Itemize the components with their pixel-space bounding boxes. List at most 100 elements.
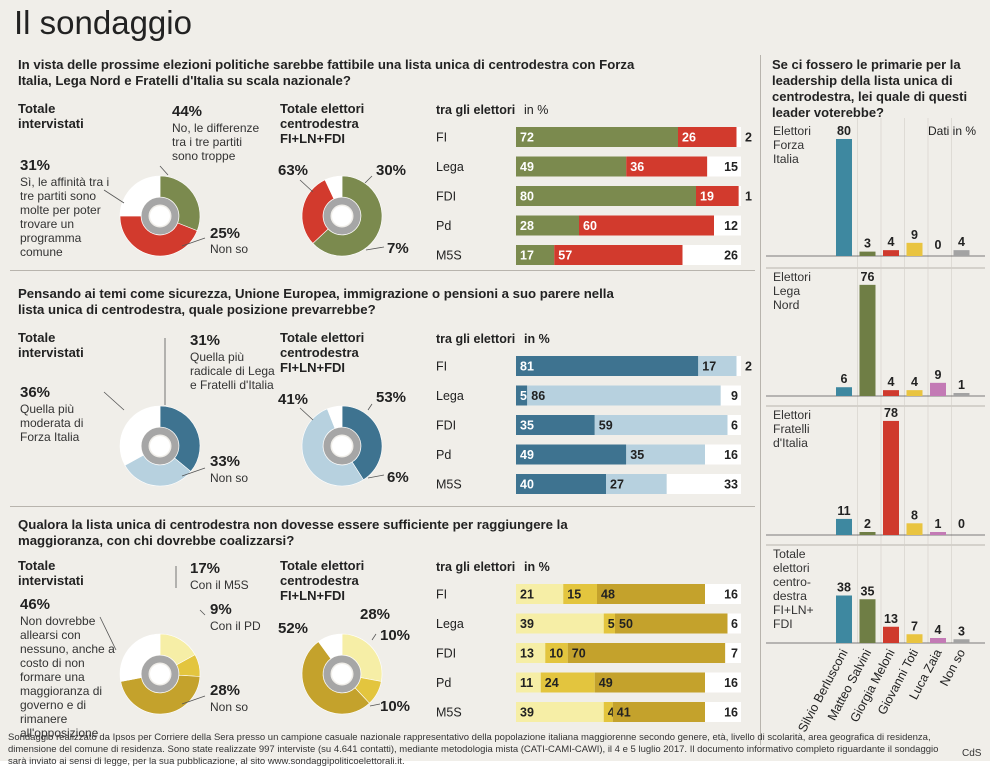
column-value-label: 4 (958, 235, 965, 249)
bar-segment (597, 584, 705, 604)
bar-segment (516, 186, 696, 206)
column-value-label: 7 (911, 619, 918, 633)
column-bar (953, 393, 970, 396)
bar-value-label: 17 (520, 249, 534, 263)
bar-value-label: 26 (682, 131, 696, 145)
bar-segment (626, 156, 708, 177)
column-bar (836, 387, 852, 396)
among-label-1: tra gli elettori (436, 103, 516, 117)
column-bar (906, 634, 923, 643)
pct-label: 46% (20, 596, 51, 613)
column-value-label: 3 (958, 624, 965, 638)
bar-category-label: FI (436, 131, 447, 145)
bar-segment (705, 702, 741, 722)
bar-segment (727, 415, 741, 435)
bar-segment (725, 643, 741, 663)
bar-value-label: 50 (619, 617, 633, 631)
leader-line (367, 474, 385, 479)
bar-category-label: FDI (436, 190, 456, 204)
bar-segment (603, 613, 615, 634)
column-value-label: 78 (884, 406, 898, 420)
leader-line (299, 407, 314, 421)
column-bar (883, 420, 899, 535)
leader-line (371, 633, 377, 641)
series-label: Elettori Fratelli d'Italia (773, 408, 811, 450)
bar-value-label: 26 (724, 249, 738, 263)
bar-segment (612, 702, 705, 722)
bar-value-label: 72 (520, 131, 534, 145)
credit: CdS (962, 748, 982, 759)
bar-value-label: 28 (520, 219, 534, 233)
bar-segment (540, 672, 595, 693)
column-bar (953, 250, 970, 256)
bar-category-label: FDI (436, 647, 456, 661)
pct-label: 6% (387, 469, 409, 486)
slice-desc: Non so (210, 471, 249, 485)
column-bar (883, 250, 899, 256)
bar-segment (698, 356, 737, 376)
bar-category-label: Lega (436, 389, 464, 403)
bar-value-label: 16 (724, 676, 738, 690)
pct-label: 33% (210, 453, 241, 470)
column-bar (859, 599, 876, 643)
among-label-2: tra gli elettori (436, 332, 516, 346)
bar-value-label: 33 (724, 478, 738, 492)
pct-label: 53% (376, 389, 407, 406)
bar-segment (714, 215, 741, 236)
bar-segment (603, 702, 613, 722)
column-bar (906, 242, 923, 256)
bar-value-label: 36 (630, 160, 644, 174)
column-value-label: 3 (864, 237, 871, 251)
bar-segment (516, 415, 595, 435)
bar-value-label: 12 (724, 219, 738, 233)
unit-label-2: in % (524, 332, 550, 346)
bar-category-label: M5S (436, 249, 462, 263)
pie-slice (119, 215, 198, 257)
electorate-label-1: Totale elettori centrodestra FI+LN+FDI (280, 101, 365, 146)
bar-segment (567, 643, 726, 663)
bar-value-label: 19 (700, 190, 714, 204)
series-label: Elettori Lega Nord (773, 270, 811, 312)
pct-label: 10% (380, 698, 411, 715)
bar-value-label: 2 (745, 131, 752, 145)
bar-category-label: M5S (436, 478, 462, 492)
bar-segment (707, 156, 741, 177)
column-value-label: 4 (935, 623, 942, 637)
slice-desc: Sì, le affinità tra i tre partiti sono m… (20, 175, 110, 259)
pct-label: 28% (210, 682, 241, 699)
pie-slice (318, 633, 343, 660)
bar-segment (696, 186, 739, 206)
primaries-question: Se ci fossero le primarie per la leaders… (772, 57, 968, 120)
slice-desc: Con il M5S (190, 578, 249, 592)
bar-segment (516, 215, 579, 236)
slice-desc: Non so (210, 242, 249, 256)
donut-inner-ring (141, 655, 179, 693)
bar-value-label: 6 (731, 419, 738, 433)
leader-line (369, 703, 381, 707)
bar-segment (554, 245, 683, 265)
electorate-label-2: Totale elettori centrodestra FI+LN+FDI (280, 330, 365, 375)
slice-desc: Quella più moderata di Forza Italia (20, 402, 84, 444)
pct-label: 10% (380, 627, 411, 644)
bar-segment (516, 356, 699, 376)
bar-segment (516, 245, 555, 265)
column-bar (859, 251, 876, 256)
pie-slice (119, 405, 161, 466)
total-label-1: Totale intervistati (18, 101, 84, 131)
bar-segment (705, 672, 741, 693)
pct-label: 36% (20, 384, 51, 401)
section-divider (10, 270, 755, 271)
bar-value-label: 16 (724, 706, 738, 720)
leader-line (199, 609, 206, 616)
donut-inner-ring (323, 197, 361, 235)
donut-hole (332, 664, 352, 684)
column-value-label: 35 (861, 584, 875, 598)
slice-desc: No, le differenze tra i tre partiti sono… (172, 121, 260, 163)
bar-value-label: 57 (558, 249, 572, 263)
bar-segment (682, 245, 741, 265)
pie-slice (119, 175, 161, 217)
total-label-2: Totale intervistati (18, 330, 84, 360)
column-bar (859, 284, 876, 396)
pct-label: 28% (360, 606, 391, 623)
